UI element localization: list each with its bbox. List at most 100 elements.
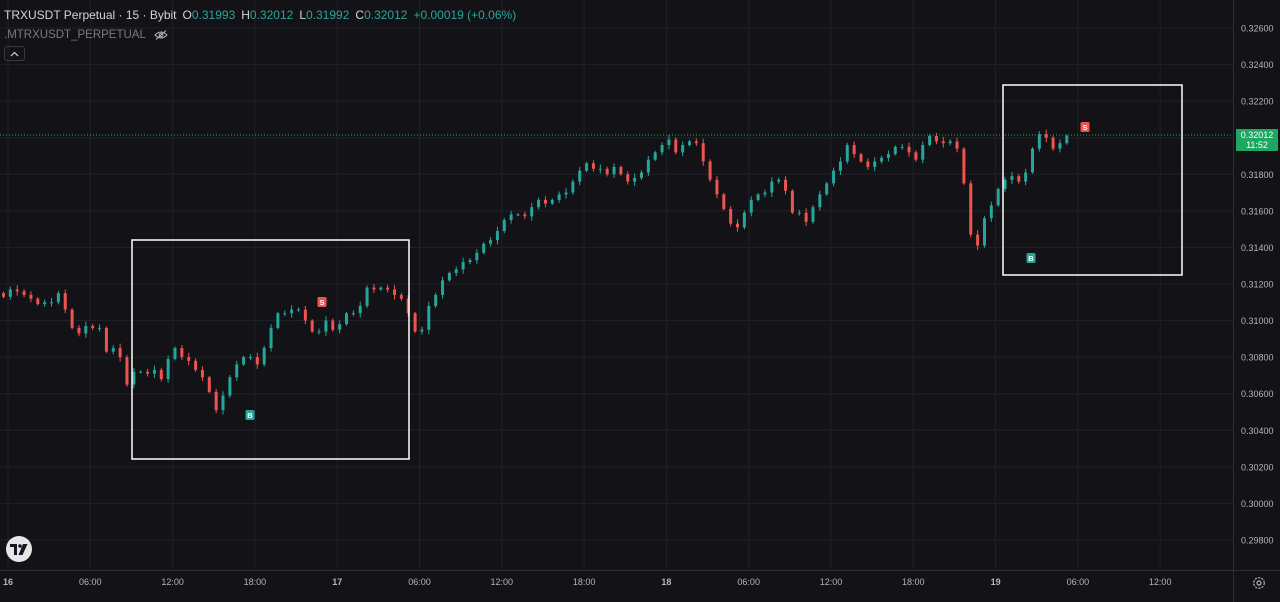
candle-body <box>434 294 438 306</box>
candle-body <box>543 199 547 204</box>
gear-icon[interactable] <box>1252 576 1266 590</box>
candle-body <box>530 207 534 217</box>
candle-body <box>1010 176 1014 180</box>
symbol-title[interactable]: TRXUSDT Perpetual · 15 · Bybit <box>4 8 177 22</box>
price-tick-label: 0.31400 <box>1241 243 1274 253</box>
high-label: H <box>241 8 250 22</box>
candle-body <box>22 291 26 295</box>
candle-body <box>818 194 822 208</box>
open-value: 0.31993 <box>191 8 236 22</box>
candle-body <box>845 145 849 162</box>
highlight-box-right <box>1002 84 1183 276</box>
candle-body <box>564 192 568 195</box>
candle-body <box>1058 143 1062 149</box>
candle-body <box>29 294 33 299</box>
candle-body <box>242 357 246 365</box>
candle-body <box>550 199 554 204</box>
time-axis[interactable]: 16 06:00 12:00 18:00 17 06:00 12:00 18:00 18 06:0… <box>3 577 1171 587</box>
candle-body <box>159 369 163 380</box>
candle-body <box>838 161 842 171</box>
candle-body <box>873 161 877 167</box>
bar-countdown: 11:52 <box>1246 140 1268 150</box>
last-price-value: 0.32012 <box>1240 130 1274 140</box>
candle-body <box>626 174 630 182</box>
candle-body <box>399 294 403 299</box>
candle-body <box>962 148 966 184</box>
candle-body <box>262 347 266 365</box>
price-tick-label: 0.29800 <box>1241 535 1274 545</box>
candle-body <box>688 141 691 146</box>
candle-body <box>393 289 397 295</box>
candle-body <box>283 313 287 315</box>
price-tick-label: 0.32200 <box>1241 97 1274 107</box>
buy-signal-marker <box>1026 253 1036 263</box>
candle-body <box>537 199 541 208</box>
candle-body <box>104 327 108 352</box>
candle-body <box>811 207 815 222</box>
logo-mark <box>10 543 28 555</box>
candle-body <box>207 377 211 392</box>
candle-body <box>639 172 643 178</box>
close-label: C <box>355 8 365 22</box>
candle-body <box>166 358 170 380</box>
candle-body <box>235 364 239 378</box>
price-axis[interactable]: 0.326000.324000.322000.320000.318000.316… <box>1241 24 1274 546</box>
candle-body <box>63 293 67 310</box>
candle-body <box>269 327 273 348</box>
candle-body <box>221 395 225 411</box>
candlestick-series <box>2 129 1069 415</box>
candle-body <box>15 289 19 292</box>
indicator-legend[interactable]: .MTRXUSDT_PERPETUAL <box>4 29 168 41</box>
time-tick-label: 18:00 <box>244 577 267 587</box>
candle-body <box>2 293 5 297</box>
candle-body <box>255 357 259 365</box>
time-tick-label: 06:00 <box>408 577 431 587</box>
candle-body <box>701 143 705 162</box>
candle-body <box>365 287 369 306</box>
candle-body <box>578 170 582 182</box>
candle-body <box>77 327 81 334</box>
eye-crossed-icon[interactable] <box>154 30 168 40</box>
candle-body <box>98 327 102 329</box>
tradingview-logo-icon[interactable] <box>6 536 32 562</box>
candle-body <box>694 141 698 144</box>
candle-body <box>296 309 300 311</box>
candle-body <box>653 152 657 160</box>
candle-body <box>598 168 602 170</box>
candle-body <box>509 214 513 220</box>
candle-body <box>146 371 150 374</box>
candle-body <box>228 377 232 396</box>
candle-body <box>187 357 191 361</box>
candle-body <box>413 313 417 332</box>
candle-body <box>516 214 520 216</box>
candle-body <box>1031 148 1034 173</box>
highlight-box-left <box>131 239 410 460</box>
marker-label: B <box>247 411 253 420</box>
candle-body <box>489 240 493 244</box>
collapse-legend-button[interactable] <box>4 46 25 61</box>
time-tick-label: 18:00 <box>902 577 925 587</box>
candle-body <box>756 194 760 200</box>
price-tick-label: 0.30600 <box>1241 389 1274 399</box>
candle-body <box>351 313 355 315</box>
candle-body <box>585 163 589 171</box>
chevron-up-icon <box>10 51 19 56</box>
time-tick-label: 12:00 <box>1149 577 1172 587</box>
high-value: 0.32012 <box>249 8 294 22</box>
price-tick-label: 0.31000 <box>1241 316 1274 326</box>
candle-body <box>125 357 129 385</box>
time-tick-label: 17 <box>332 577 342 587</box>
candle-body <box>982 218 986 246</box>
candle-body <box>742 212 746 228</box>
sell-signal-marker <box>317 297 327 307</box>
candle-body <box>502 219 506 231</box>
candle-body <box>1024 172 1028 182</box>
time-tick-label: 16 <box>3 577 13 587</box>
time-tick-label: 12:00 <box>161 577 184 587</box>
open-label: O <box>182 8 192 22</box>
time-tick-label: 06:00 <box>1067 577 1090 587</box>
candle-body <box>276 313 280 328</box>
candle-body <box>50 302 54 304</box>
low-label: L <box>299 8 306 22</box>
